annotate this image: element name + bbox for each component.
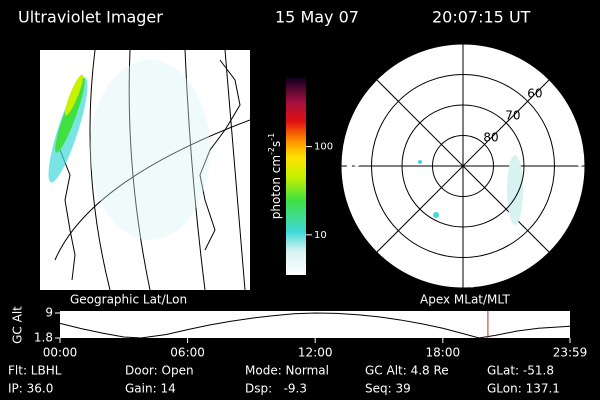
x-tick-label: 06:00 <box>170 346 205 360</box>
x-tick-label: 18:00 <box>426 346 461 360</box>
y-tick-label: 1.8 <box>34 331 53 345</box>
polar-label: Apex MLat/MLT <box>420 293 510 307</box>
y-label: GC Alt <box>11 306 25 344</box>
status-field: Flt: LBHL <box>8 364 62 378</box>
svg-text:photon cm-2s-1: photon cm-2s-1 <box>267 133 283 220</box>
polar-plot <box>340 43 586 289</box>
title: Ultraviolet Imager <box>18 8 163 27</box>
mlt-label: 12 <box>467 47 482 61</box>
status-field: Gain: 14 <box>125 382 176 396</box>
status-field: Dsp: -9.3 <box>245 382 307 396</box>
y-tick-label: 9 <box>45 306 53 320</box>
map-label: Geographic Lat/Lon <box>70 293 187 307</box>
mlt-label: 0 <box>468 277 476 291</box>
x-tick-label: 23:59 <box>553 346 588 360</box>
colorbar <box>286 78 306 275</box>
lat-ring <box>432 135 494 197</box>
colorbar-tick-label: 10 <box>314 230 327 241</box>
altitude-line <box>59 312 571 339</box>
lat-ring <box>371 74 555 258</box>
status-field: Seq: 39 <box>365 382 411 396</box>
lat-label: 80 <box>483 131 498 145</box>
colorbar-label: photon cm-2s-1 <box>267 133 283 220</box>
status-field: Mode: Normal <box>245 364 329 378</box>
mlt-label: 18 <box>345 156 360 170</box>
status-field: GLon: 137.1 <box>487 382 560 396</box>
unit-exp: -2 <box>267 147 276 155</box>
unit-exp: -1 <box>267 133 276 141</box>
unit: s <box>269 141 283 147</box>
lat-ring <box>401 104 525 228</box>
time: 20:07:15 UT <box>432 8 531 27</box>
lat-label: 70 <box>505 109 520 123</box>
status-field: GLat: -51.8 <box>487 364 554 378</box>
map <box>40 50 250 290</box>
mlt-label: 6 <box>576 156 584 170</box>
x-tick-label: 12:00 <box>298 346 333 360</box>
colorbar-tick-label: 100 <box>314 142 333 153</box>
timeline-box <box>60 311 570 338</box>
status-field: Door: Open <box>125 364 194 378</box>
unit: photon cm <box>269 155 283 219</box>
status-field: GC Alt: 4.8 Re <box>365 364 449 378</box>
status-field: IP: 36.0 <box>8 382 53 396</box>
date: 15 May 07 <box>275 8 359 27</box>
lat-label: 60 <box>527 87 542 101</box>
x-tick-label: 00:00 <box>43 346 78 360</box>
